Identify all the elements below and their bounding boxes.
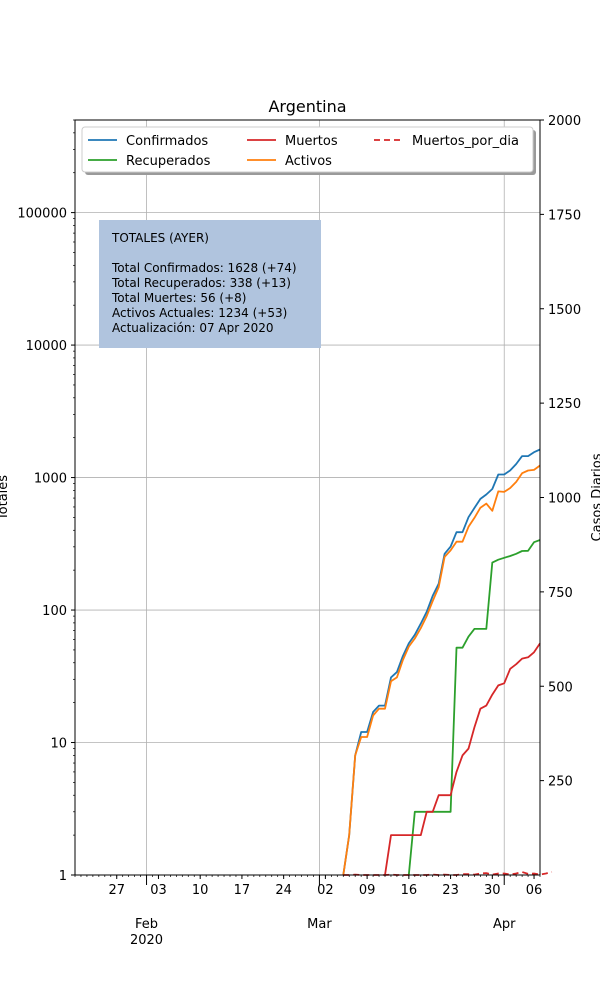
y-right-tick-label: 2000 xyxy=(548,114,581,129)
y-right-tick-label: 1250 xyxy=(548,397,581,412)
info-box-line: TOTALES (AYER) xyxy=(111,231,209,245)
x-tick-label: 06 xyxy=(526,883,543,898)
x-tick-label: 17 xyxy=(234,883,251,898)
legend-label: Muertos xyxy=(285,134,338,149)
y-axis-right-label: Casos Diarios xyxy=(590,453,600,541)
x-month-label: Apr xyxy=(493,917,516,932)
info-box-line: Total Confirmados: 1628 (+74) xyxy=(111,261,297,275)
y-left-tick-label: 10000 xyxy=(26,339,67,354)
info-box-line: Total Recuperados: 338 (+13) xyxy=(111,276,291,290)
x-tick-label: 02 xyxy=(317,883,334,898)
y-left-tick-label: 10 xyxy=(50,737,67,752)
chart-title: Argentina xyxy=(268,97,346,116)
y-right-tick-label: 1000 xyxy=(548,492,581,507)
x-tick-label: 03 xyxy=(150,883,167,898)
info-box-line: Activos Actuales: 1234 (+53) xyxy=(112,306,287,320)
x-tick-label: 30 xyxy=(484,883,501,898)
y-left-tick-label: 1 xyxy=(59,869,67,884)
x-tick-label: 16 xyxy=(401,883,418,898)
x-tick-label: 27 xyxy=(108,883,125,898)
x-month-label: Mar xyxy=(307,917,332,932)
y-left-tick-label: 100000 xyxy=(17,207,67,222)
x-tick-label: 10 xyxy=(192,883,209,898)
legend: Confirmados Recuperados Muertos Activos Muer… xyxy=(81,126,536,175)
y-right-tick-label: 1750 xyxy=(548,208,581,223)
x-month-sublabel: 2020 xyxy=(130,933,163,948)
legend-label: Muertos_por_dia xyxy=(412,134,519,149)
legend-label: Recuperados xyxy=(126,154,211,169)
y-right-tick-label: 750 xyxy=(548,586,573,601)
info-box-background xyxy=(99,220,321,348)
legend-label: Confirmados xyxy=(126,134,208,149)
x-month-label: Feb xyxy=(135,917,158,932)
info-box-line: Actualización: 07 Apr 2020 xyxy=(112,321,274,335)
y-left-tick-label: 100 xyxy=(42,604,67,619)
ticks-layer: 1 10 100 1000 10000 100000 250 500 750 1000 1250 15… xyxy=(17,114,581,948)
series-line-muertos xyxy=(384,642,541,876)
info-box-line: Total Muertes: 56 (+8) xyxy=(111,291,246,305)
legend-frame xyxy=(81,126,534,173)
y-right-tick-label: 1500 xyxy=(548,303,581,318)
x-tick-label: 23 xyxy=(442,883,459,898)
y-right-tick-label: 250 xyxy=(548,775,573,790)
y-axis-left-label: Totales xyxy=(0,475,11,521)
info-box: TOTALES (AYER) Total Confirmados: 1628 (+… xyxy=(99,220,321,348)
legend-label: Activos xyxy=(285,154,332,169)
x-tick-label: 24 xyxy=(275,883,292,898)
x-tick-label: 09 xyxy=(359,883,376,898)
y-right-tick-label: 500 xyxy=(548,680,573,695)
series-line-activos xyxy=(342,464,541,876)
y-left-tick-label: 1000 xyxy=(34,472,67,487)
